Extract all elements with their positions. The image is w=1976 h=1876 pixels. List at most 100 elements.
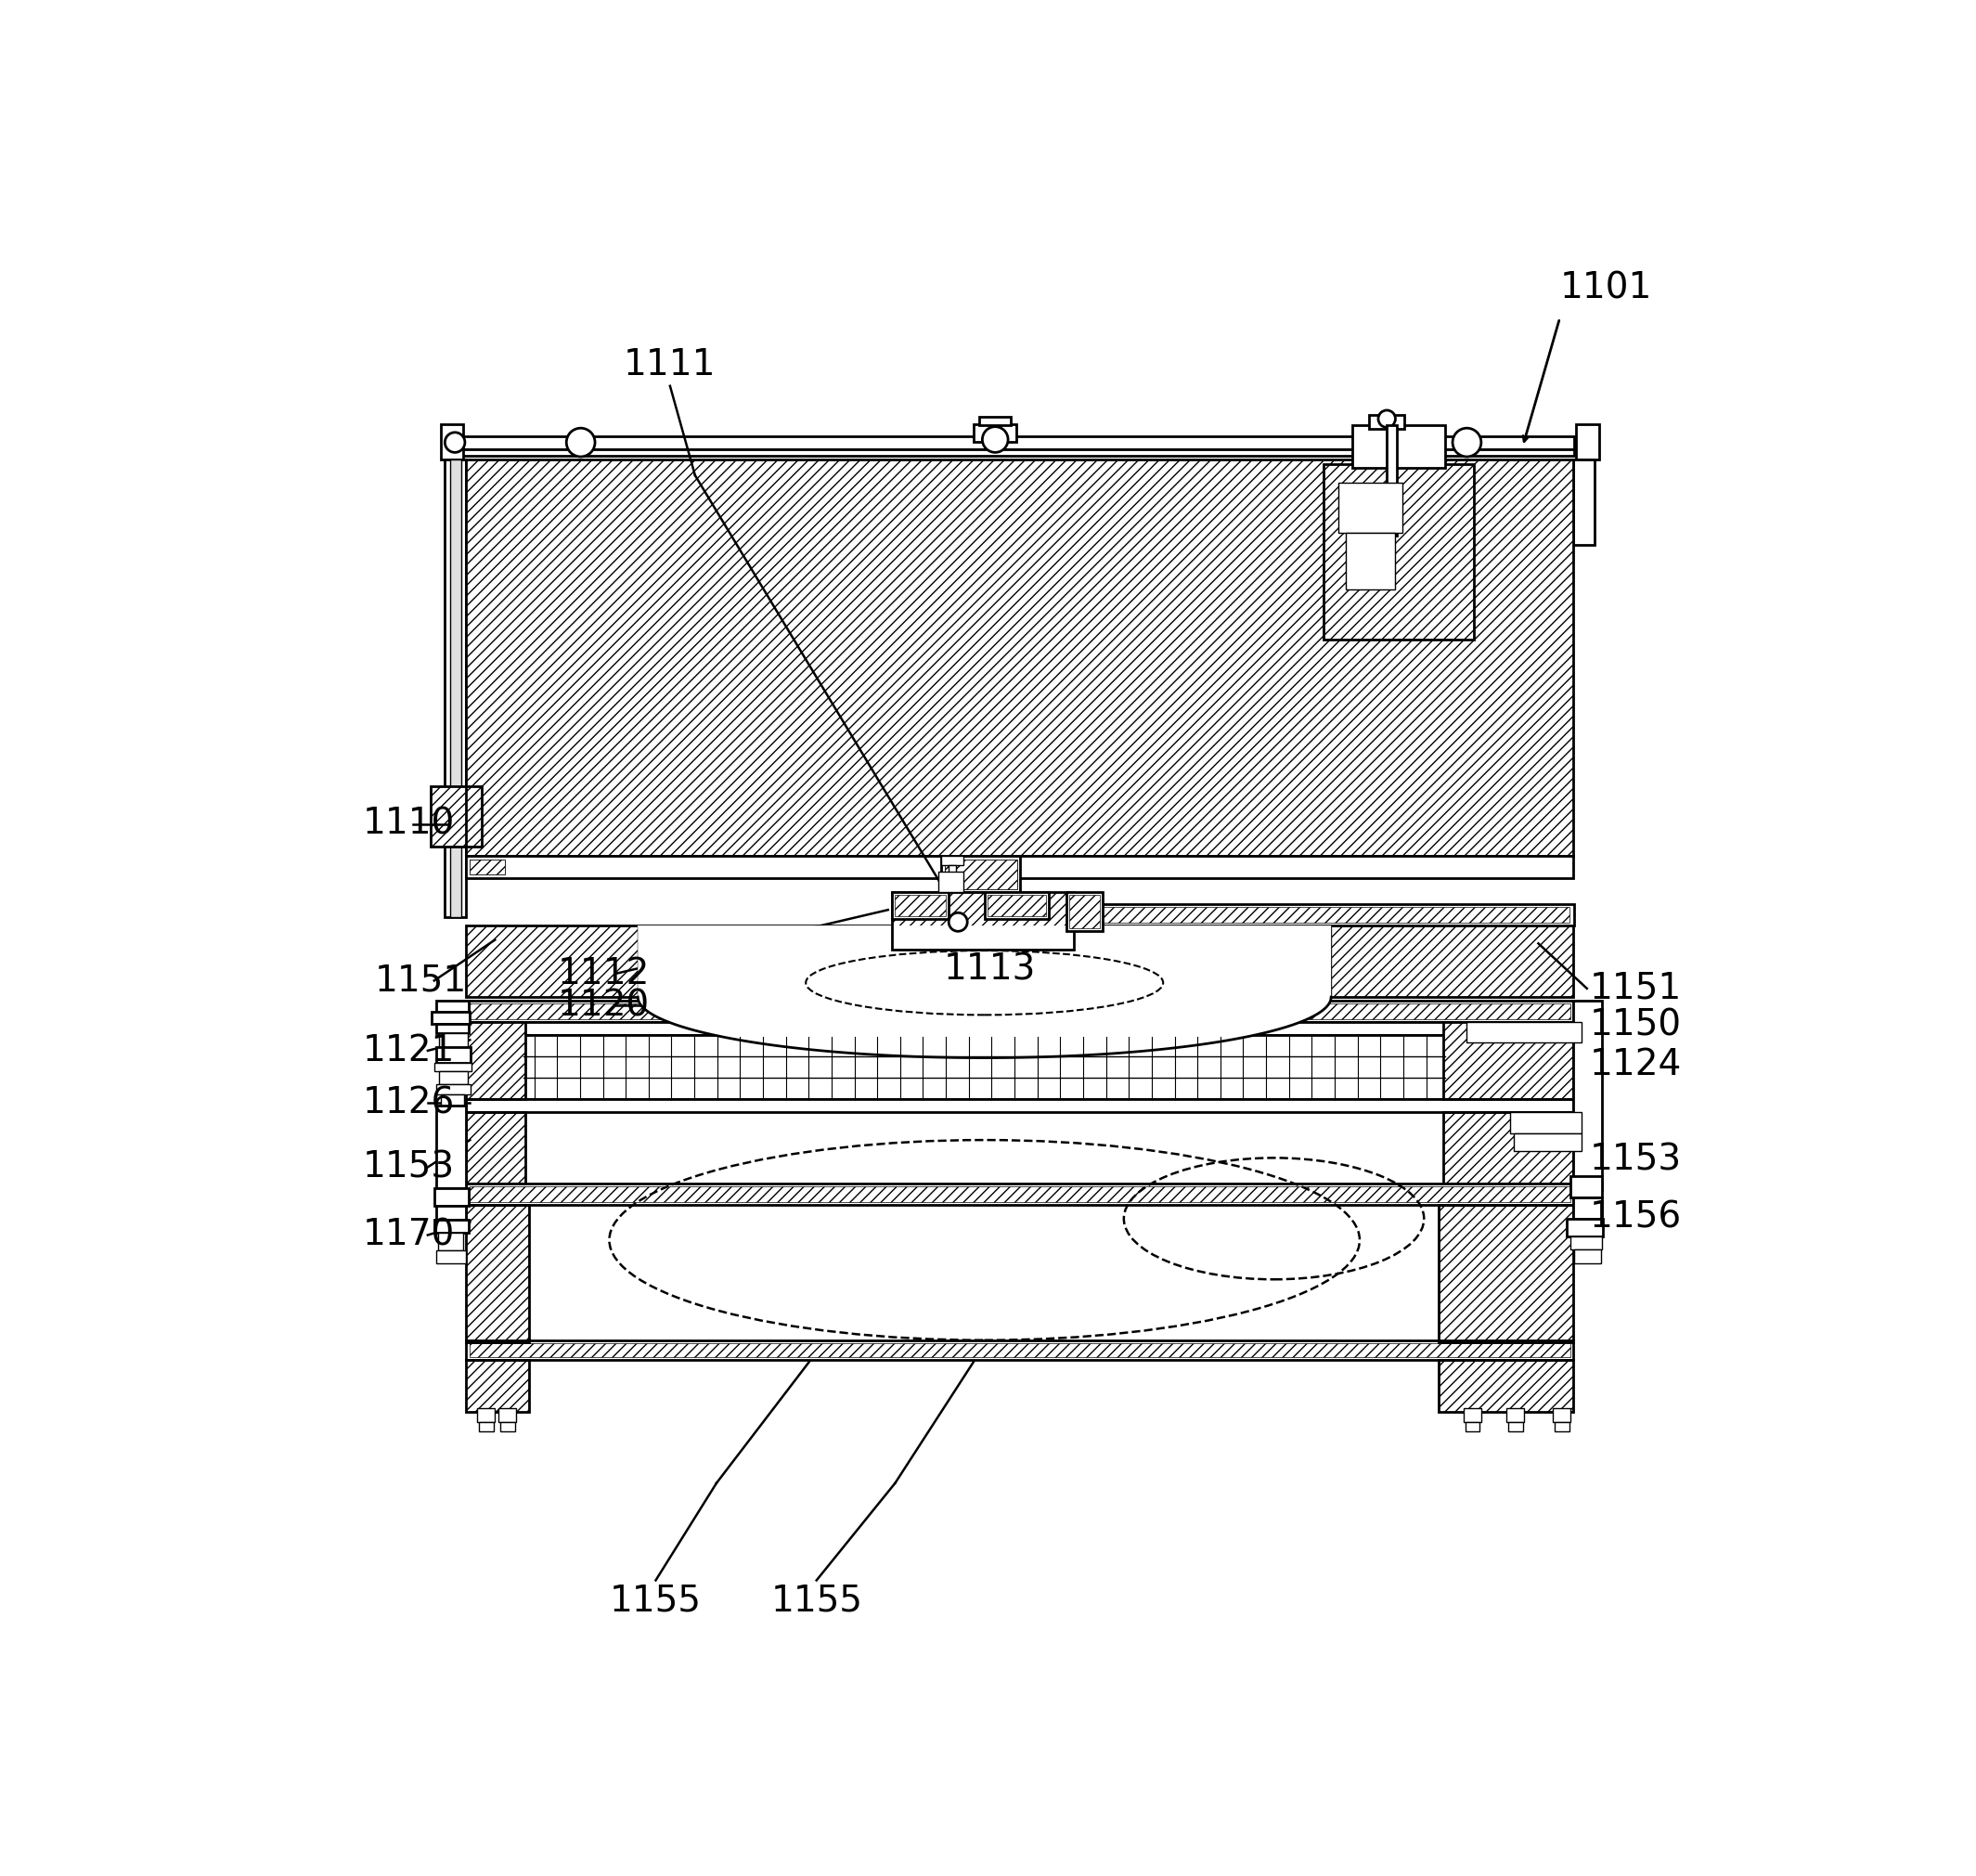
- Bar: [1573, 1197, 1603, 1219]
- Bar: [439, 1233, 464, 1251]
- Bar: [466, 1022, 1573, 1036]
- Bar: [891, 891, 1073, 949]
- Bar: [1346, 533, 1395, 589]
- Bar: [1067, 891, 1103, 930]
- Bar: [476, 1409, 494, 1422]
- Bar: [441, 1094, 464, 1105]
- Bar: [468, 859, 506, 874]
- Bar: [638, 927, 1332, 996]
- Text: 1101: 1101: [1559, 270, 1652, 306]
- Circle shape: [445, 431, 464, 452]
- Bar: [1442, 1022, 1573, 1099]
- Bar: [451, 460, 460, 917]
- Bar: [1338, 482, 1403, 533]
- Text: 1153: 1153: [364, 1150, 454, 1186]
- Text: 1150: 1150: [1591, 1007, 1682, 1043]
- Bar: [1466, 1422, 1480, 1431]
- Text: 1112: 1112: [557, 957, 650, 991]
- Bar: [468, 1186, 1571, 1203]
- Bar: [1575, 1249, 1601, 1264]
- Bar: [439, 1071, 468, 1084]
- Bar: [435, 1219, 468, 1233]
- Bar: [466, 855, 1573, 878]
- Bar: [1439, 1360, 1573, 1411]
- Bar: [437, 1000, 468, 1011]
- Text: 1153: 1153: [1591, 1142, 1682, 1178]
- Bar: [1571, 1236, 1603, 1249]
- Bar: [1324, 465, 1474, 640]
- Bar: [891, 891, 948, 919]
- Bar: [466, 1204, 530, 1343]
- Bar: [466, 1339, 1573, 1360]
- Text: 1110: 1110: [364, 807, 454, 842]
- Text: 1151: 1151: [375, 962, 466, 998]
- Bar: [1573, 1000, 1603, 1189]
- Bar: [1506, 1409, 1523, 1422]
- Bar: [1077, 906, 1569, 923]
- Bar: [1324, 465, 1474, 640]
- Bar: [1439, 1204, 1573, 1343]
- Bar: [466, 460, 1573, 855]
- Bar: [1442, 1112, 1573, 1184]
- Bar: [939, 872, 962, 891]
- Bar: [437, 1084, 470, 1094]
- Bar: [988, 895, 1045, 915]
- Bar: [466, 1360, 530, 1411]
- Bar: [1577, 424, 1599, 460]
- Bar: [441, 424, 464, 460]
- Bar: [1510, 1112, 1581, 1133]
- Bar: [1387, 426, 1397, 537]
- Bar: [435, 1188, 468, 1206]
- Text: 1124: 1124: [1591, 1047, 1682, 1082]
- Bar: [1439, 1360, 1573, 1411]
- Bar: [1352, 426, 1444, 469]
- Bar: [466, 1022, 526, 1099]
- Bar: [480, 1422, 494, 1431]
- Bar: [1567, 1219, 1603, 1236]
- Bar: [433, 1011, 468, 1024]
- Bar: [466, 460, 1573, 855]
- Bar: [1553, 1409, 1571, 1422]
- Bar: [466, 1099, 1573, 1112]
- Bar: [1442, 1112, 1573, 1184]
- Bar: [1069, 895, 1099, 929]
- Bar: [984, 891, 1049, 919]
- Bar: [437, 1024, 468, 1034]
- Bar: [466, 1022, 526, 1099]
- Bar: [498, 1409, 516, 1422]
- Circle shape: [1377, 411, 1395, 428]
- Bar: [435, 1064, 472, 1071]
- Bar: [1466, 1022, 1581, 1041]
- Bar: [466, 1204, 530, 1343]
- Bar: [439, 1034, 468, 1047]
- Bar: [943, 855, 1020, 891]
- Bar: [945, 859, 1018, 889]
- Bar: [1442, 1022, 1573, 1099]
- Text: 1113: 1113: [945, 953, 1035, 987]
- Bar: [943, 855, 962, 865]
- Bar: [891, 891, 1073, 949]
- Bar: [466, 1000, 1573, 1022]
- Bar: [437, 1047, 470, 1064]
- Text: 1126: 1126: [364, 1084, 454, 1120]
- Bar: [466, 1112, 526, 1184]
- Bar: [974, 424, 1016, 441]
- Bar: [500, 1422, 516, 1431]
- Bar: [431, 786, 482, 846]
- Polygon shape: [638, 925, 1332, 996]
- Text: 1155: 1155: [611, 1583, 701, 1619]
- Text: 1120: 1120: [557, 989, 650, 1022]
- Bar: [1555, 1422, 1569, 1431]
- Circle shape: [982, 426, 1008, 452]
- Circle shape: [1452, 428, 1482, 456]
- Bar: [1369, 415, 1405, 430]
- Bar: [431, 786, 482, 846]
- Bar: [445, 460, 466, 917]
- Bar: [466, 925, 1573, 996]
- Bar: [1573, 460, 1595, 546]
- Bar: [458, 435, 1575, 448]
- Circle shape: [567, 428, 595, 456]
- Bar: [458, 448, 1575, 456]
- Bar: [895, 895, 947, 915]
- Bar: [1464, 1409, 1482, 1422]
